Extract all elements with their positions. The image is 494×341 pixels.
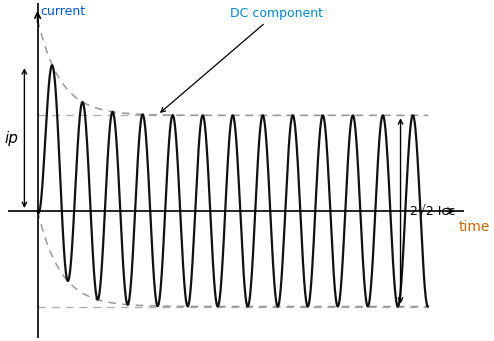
Text: current: current — [41, 4, 86, 17]
Text: 2√2 Icc: 2√2 Icc — [410, 204, 455, 218]
Text: ip: ip — [4, 131, 18, 146]
Text: time: time — [459, 220, 491, 234]
Text: DC component: DC component — [161, 7, 323, 112]
